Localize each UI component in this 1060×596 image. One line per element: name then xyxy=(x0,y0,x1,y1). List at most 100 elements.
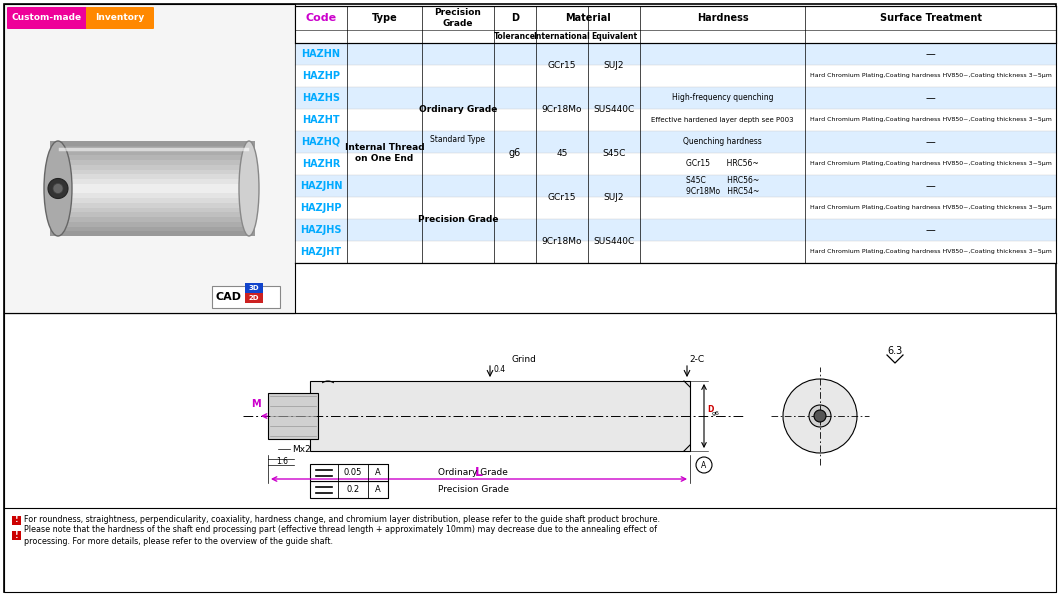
Text: HAZHP: HAZHP xyxy=(302,71,340,81)
Text: Standard Type: Standard Type xyxy=(430,135,485,144)
Bar xyxy=(50,231,255,236)
Text: 2-C: 2-C xyxy=(689,355,705,364)
Text: 9Cr18Mo: 9Cr18Mo xyxy=(542,104,582,113)
Bar xyxy=(50,155,255,160)
Bar xyxy=(295,175,1056,197)
Bar xyxy=(245,283,263,293)
Text: —: — xyxy=(925,49,935,59)
Text: Custom-made: Custom-made xyxy=(12,14,82,23)
Text: g6: g6 xyxy=(509,148,522,158)
Text: Precision Grade: Precision Grade xyxy=(438,485,509,494)
Bar xyxy=(295,131,1056,153)
Text: GCr15       HRC56~: GCr15 HRC56~ xyxy=(686,160,759,169)
Text: HAZHN: HAZHN xyxy=(301,49,340,59)
Text: SUS440C: SUS440C xyxy=(594,237,635,246)
Bar xyxy=(295,87,1056,109)
Text: SUJ2: SUJ2 xyxy=(604,193,624,201)
Text: Type: Type xyxy=(372,13,398,23)
Text: 1.6: 1.6 xyxy=(276,457,288,465)
Circle shape xyxy=(48,178,68,198)
Text: GCr15: GCr15 xyxy=(548,61,577,70)
Bar xyxy=(50,212,255,217)
Bar xyxy=(50,217,255,222)
Bar xyxy=(50,146,255,151)
Text: —: — xyxy=(925,181,935,191)
Text: Ordinary Grade: Ordinary Grade xyxy=(419,104,497,113)
Text: Please note that the hardness of the shaft end processing part (effective thread: Please note that the hardness of the sha… xyxy=(24,526,657,535)
FancyBboxPatch shape xyxy=(86,7,154,29)
Bar xyxy=(310,464,388,481)
Text: HAZHR: HAZHR xyxy=(302,159,340,169)
Text: International: International xyxy=(533,32,590,41)
Text: CAD: CAD xyxy=(215,292,241,302)
Text: SUS440C: SUS440C xyxy=(594,104,635,113)
Text: GCr15: GCr15 xyxy=(548,193,577,201)
Bar xyxy=(50,174,255,179)
Bar xyxy=(245,293,263,303)
Text: HAZHQ: HAZHQ xyxy=(301,137,340,147)
Bar xyxy=(295,65,1056,87)
Text: Grind: Grind xyxy=(512,355,536,364)
Bar xyxy=(295,197,1056,219)
Ellipse shape xyxy=(238,141,259,236)
Bar xyxy=(268,393,318,439)
Text: 9Cr18Mo: 9Cr18Mo xyxy=(542,237,582,246)
FancyBboxPatch shape xyxy=(7,7,87,29)
Text: Material: Material xyxy=(565,13,611,23)
Bar xyxy=(12,530,21,539)
Text: Precision
Grade: Precision Grade xyxy=(435,8,481,27)
Text: Hard Chromium Plating,Coating hardness HV850~,Coating thickness 3~5μm: Hard Chromium Plating,Coating hardness H… xyxy=(810,117,1052,123)
Bar xyxy=(50,169,255,174)
Bar xyxy=(50,222,255,226)
Text: 0.4: 0.4 xyxy=(493,365,506,374)
Text: SUJ2: SUJ2 xyxy=(604,61,624,70)
Text: Internal Thread
on One End: Internal Thread on One End xyxy=(344,143,424,163)
Text: 45: 45 xyxy=(556,148,568,157)
Text: HAZJHS: HAZJHS xyxy=(300,225,341,235)
Text: Hard Chromium Plating,Coating hardness HV850~,Coating thickness 3~5μm: Hard Chromium Plating,Coating hardness H… xyxy=(810,250,1052,254)
Text: Inventory: Inventory xyxy=(95,14,144,23)
Bar xyxy=(295,241,1056,263)
Text: HAZJHN: HAZJHN xyxy=(300,181,342,191)
Bar xyxy=(50,193,255,198)
Text: 0.2: 0.2 xyxy=(347,485,359,494)
Text: HAZJHT: HAZJHT xyxy=(300,247,341,257)
Bar xyxy=(4,4,295,313)
Bar xyxy=(50,151,255,155)
Bar xyxy=(50,198,255,203)
Text: 9Cr18Mo   HRC54~: 9Cr18Mo HRC54~ xyxy=(686,187,759,196)
Text: A: A xyxy=(375,468,381,477)
Circle shape xyxy=(696,457,712,473)
Bar xyxy=(12,516,21,524)
Text: 6.3: 6.3 xyxy=(887,346,903,356)
Text: 3D: 3D xyxy=(249,285,260,291)
Bar xyxy=(50,226,255,231)
Circle shape xyxy=(53,184,63,194)
Bar xyxy=(50,141,255,146)
Bar xyxy=(310,381,690,451)
Text: Quenching hardness: Quenching hardness xyxy=(683,138,762,147)
Text: —: — xyxy=(925,93,935,103)
Bar xyxy=(50,164,255,169)
Text: M: M xyxy=(251,399,261,409)
Bar xyxy=(295,109,1056,131)
Bar xyxy=(50,179,255,184)
Text: 0.05: 0.05 xyxy=(343,468,363,477)
Text: A: A xyxy=(375,485,381,494)
Bar xyxy=(295,153,1056,175)
Bar xyxy=(50,207,255,212)
Text: Surface Treatment: Surface Treatment xyxy=(880,13,982,23)
Text: Hardness: Hardness xyxy=(696,13,748,23)
Bar xyxy=(4,313,1056,592)
Text: D: D xyxy=(707,405,713,414)
Text: S45C: S45C xyxy=(602,148,625,157)
Text: Ordinary Grade: Ordinary Grade xyxy=(438,468,508,477)
Text: g6: g6 xyxy=(712,411,720,417)
Bar xyxy=(295,219,1056,241)
Text: Equivalent: Equivalent xyxy=(590,32,637,41)
Text: L: L xyxy=(475,465,483,479)
Bar xyxy=(50,184,255,188)
Text: Mx2: Mx2 xyxy=(292,445,311,454)
Text: !: ! xyxy=(15,516,18,524)
Circle shape xyxy=(809,405,831,427)
